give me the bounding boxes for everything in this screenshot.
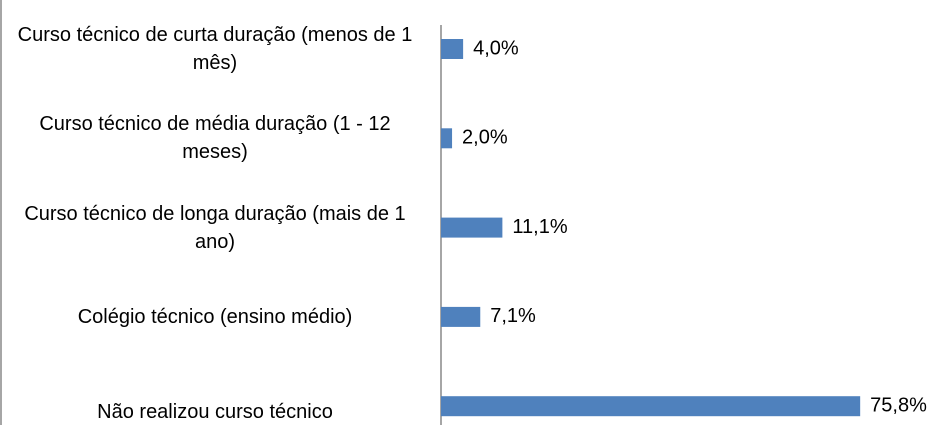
bar — [441, 217, 503, 238]
bar — [441, 396, 861, 417]
value-label: 75,8% — [870, 394, 927, 416]
value-label: 2,0% — [462, 127, 508, 149]
bar — [441, 39, 464, 59]
value-label: 11,1% — [512, 216, 567, 238]
category-label: Curso técnico de longa duração (mais de … — [24, 202, 406, 253]
category-label: Colégio técnico (ensino médio) — [77, 305, 353, 328]
value-label: 4,0% — [473, 37, 519, 59]
bar — [441, 128, 453, 149]
category-label: Não realizou curso técnico — [97, 401, 333, 424]
category-label: Curso técnico de média duração (1 - 12 m… — [39, 113, 391, 164]
category-label: Curso técnico de curta duração (menos de… — [17, 24, 413, 74]
bar — [441, 306, 481, 327]
value-label: 7,1% — [490, 305, 536, 327]
